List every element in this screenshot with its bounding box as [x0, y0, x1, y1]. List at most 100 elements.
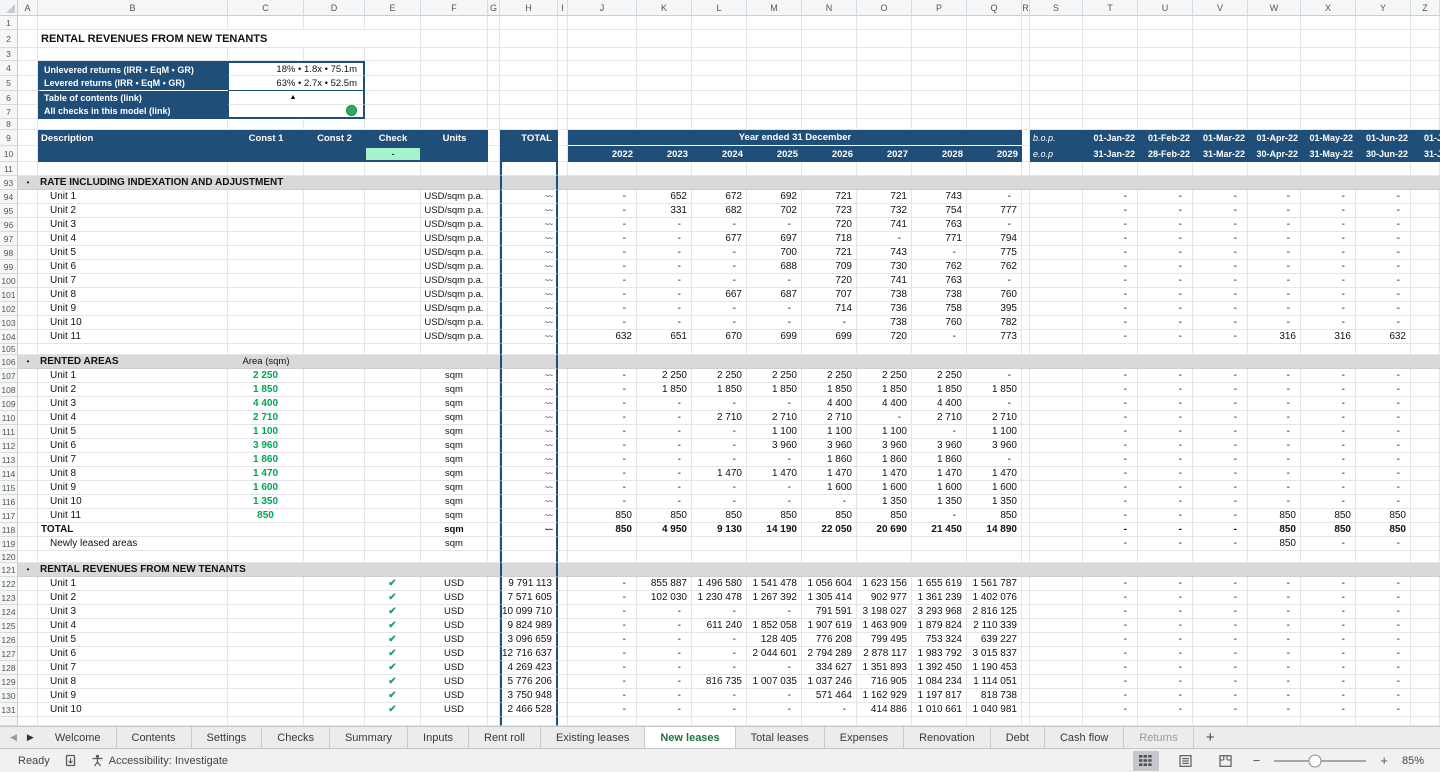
row-label[interactable]: Unit 7: [38, 274, 228, 288]
cell[interactable]: [1022, 119, 1030, 130]
cell[interactable]: [1022, 232, 1030, 246]
cell[interactable]: [18, 204, 38, 218]
cell[interactable]: [1030, 411, 1083, 425]
cell[interactable]: [488, 91, 500, 105]
cell[interactable]: [488, 537, 500, 551]
year-value-cell[interactable]: 2 710: [802, 411, 857, 425]
cell[interactable]: [488, 190, 500, 204]
cell[interactable]: [1411, 563, 1440, 577]
cell[interactable]: [18, 717, 38, 726]
cell[interactable]: [558, 105, 568, 119]
year-value-cell[interactable]: 3 960: [912, 439, 967, 453]
cell[interactable]: [18, 76, 38, 91]
row-header[interactable]: 6: [0, 91, 18, 105]
cell[interactable]: [18, 316, 38, 330]
cell[interactable]: [1193, 105, 1248, 119]
column-header-N[interactable]: N: [802, 0, 857, 16]
cell[interactable]: [1356, 563, 1411, 577]
cell[interactable]: [18, 605, 38, 619]
month-value-cell[interactable]: -: [1193, 495, 1248, 509]
cell[interactable]: [1301, 61, 1356, 76]
cell[interactable]: [1411, 605, 1440, 619]
units-cell[interactable]: USD: [421, 703, 488, 717]
column-header-J[interactable]: J: [568, 0, 637, 16]
month-value-cell[interactable]: -: [1083, 288, 1138, 302]
cell[interactable]: [1022, 260, 1030, 274]
cell[interactable]: [1030, 218, 1083, 232]
cell[interactable]: [1022, 344, 1030, 355]
month-value-cell[interactable]: -: [1138, 591, 1193, 605]
row-header[interactable]: 110: [0, 411, 18, 425]
cell[interactable]: [1030, 176, 1083, 190]
cell[interactable]: [500, 61, 558, 76]
cell[interactable]: [747, 61, 802, 76]
cell[interactable]: [857, 119, 912, 130]
cell[interactable]: [500, 551, 558, 563]
page-layout-view-button[interactable]: [1173, 751, 1199, 771]
year-value-cell[interactable]: 700: [747, 246, 802, 260]
month-value-cell[interactable]: -: [1301, 302, 1356, 316]
cell[interactable]: [637, 48, 692, 61]
cell[interactable]: [1030, 703, 1083, 717]
cell[interactable]: [1411, 647, 1440, 661]
month-value-cell[interactable]: -: [1248, 316, 1301, 330]
cell[interactable]: [802, 176, 857, 190]
cell[interactable]: [637, 355, 692, 369]
month-value-cell[interactable]: -: [1193, 316, 1248, 330]
year-value-cell[interactable]: -: [568, 204, 637, 218]
month-value-cell[interactable]: -: [1248, 689, 1301, 703]
year-value-cell[interactable]: 1 907 619: [802, 619, 857, 633]
cell[interactable]: [38, 16, 228, 30]
cell[interactable]: [558, 146, 568, 162]
total-cell[interactable]: ~~: [500, 260, 558, 274]
cell[interactable]: [747, 119, 802, 130]
cell[interactable]: [1022, 481, 1030, 495]
cell[interactable]: [637, 76, 692, 91]
month-value-cell[interactable]: -: [1301, 703, 1356, 717]
month-value-cell[interactable]: -: [1248, 703, 1301, 717]
cell[interactable]: [1411, 246, 1440, 260]
column-header-H[interactable]: H: [500, 0, 558, 16]
cell[interactable]: [967, 551, 1022, 563]
year-value-cell[interactable]: 699: [747, 330, 802, 344]
month-value-cell[interactable]: -: [1248, 246, 1301, 260]
year-value-cell[interactable]: 716 905: [857, 675, 912, 689]
row-header[interactable]: 131: [0, 703, 18, 717]
cell[interactable]: [304, 119, 365, 130]
year-value-cell[interactable]: -: [747, 661, 802, 675]
check-cell[interactable]: [365, 302, 421, 316]
cell[interactable]: [365, 16, 421, 30]
cell[interactable]: [1356, 717, 1411, 726]
cell[interactable]: [1083, 355, 1138, 369]
year-value-cell[interactable]: -: [692, 481, 747, 495]
cell[interactable]: [1301, 76, 1356, 91]
cell[interactable]: [304, 260, 365, 274]
month-value-cell[interactable]: -: [1248, 675, 1301, 689]
year-value-cell[interactable]: 22 050: [802, 523, 857, 537]
cell[interactable]: [1411, 675, 1440, 689]
year-value-cell[interactable]: 670: [692, 330, 747, 344]
cell[interactable]: [1301, 91, 1356, 105]
const1-cell[interactable]: [228, 302, 304, 316]
cell[interactable]: [1138, 355, 1193, 369]
cell[interactable]: [568, 105, 637, 119]
year-value-cell[interactable]: 1 084 234: [912, 675, 967, 689]
row-header[interactable]: 93: [0, 176, 18, 190]
year-value-cell[interactable]: 1 470: [967, 467, 1022, 481]
year-value-cell[interactable]: -: [747, 481, 802, 495]
cell[interactable]: [488, 355, 500, 369]
cell[interactable]: [1022, 661, 1030, 675]
cell[interactable]: [558, 509, 568, 523]
cell[interactable]: [304, 355, 365, 369]
month-value-cell[interactable]: -: [1083, 591, 1138, 605]
month-value-cell[interactable]: -: [1356, 425, 1411, 439]
year-value-cell[interactable]: 2 250: [747, 369, 802, 383]
cell[interactable]: [637, 563, 692, 577]
month-value-cell[interactable]: -: [1301, 467, 1356, 481]
month-value-cell[interactable]: -: [1301, 647, 1356, 661]
cell[interactable]: [1301, 717, 1356, 726]
month-value-cell[interactable]: -: [1356, 439, 1411, 453]
month-value-cell[interactable]: -: [1083, 302, 1138, 316]
cell[interactable]: [304, 302, 365, 316]
cell[interactable]: [558, 647, 568, 661]
